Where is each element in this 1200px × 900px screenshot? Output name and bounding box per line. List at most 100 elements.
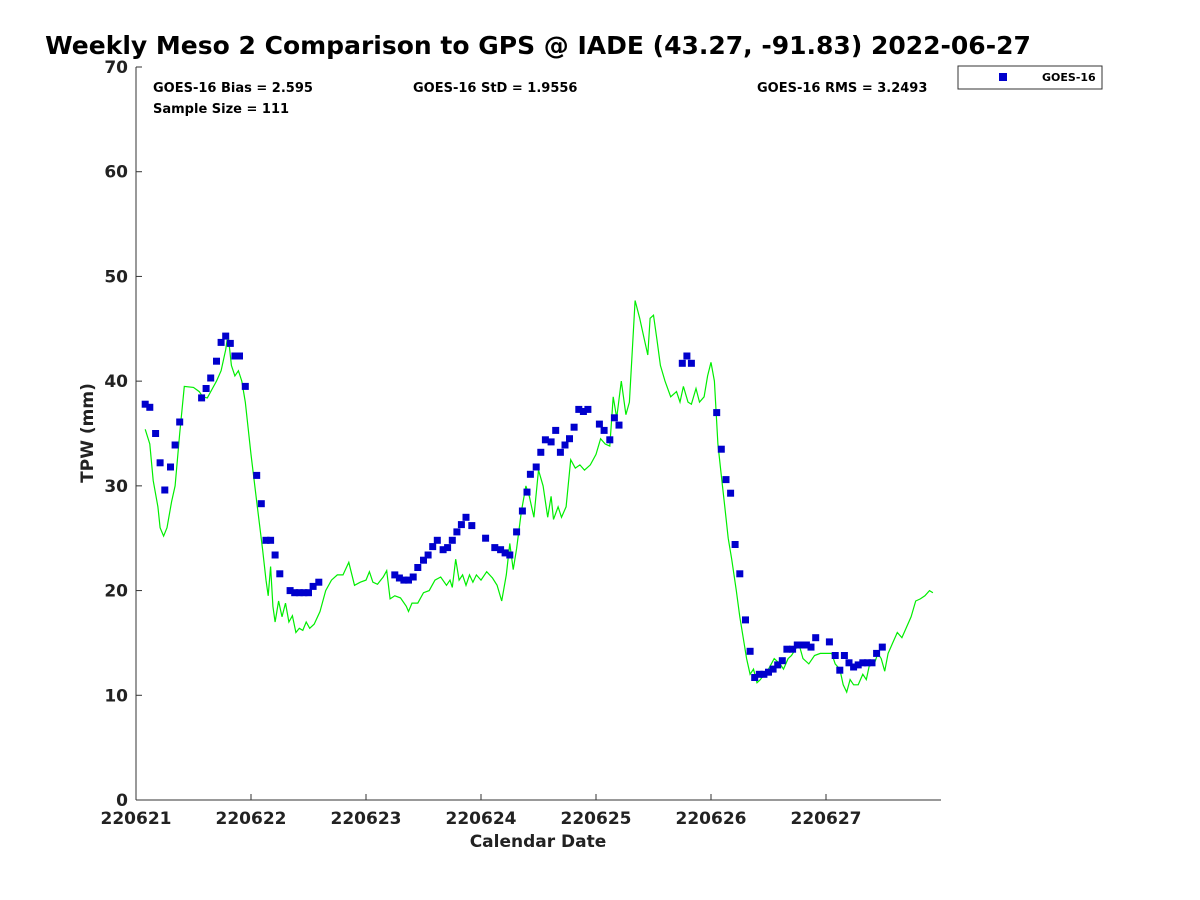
goes16-point [267,536,275,544]
goes16-point [595,420,603,428]
goes16-point [226,339,234,347]
goes16-point [433,536,441,544]
goes16-point [812,634,820,642]
goes16-point [570,423,578,431]
goes16-point [161,486,169,494]
goes16-point [444,544,452,552]
goes16-point [561,441,569,449]
y-tick-label: 20 [104,582,128,602]
goes16-point [742,616,749,624]
goes16-point [778,657,786,665]
goes16-point [262,536,270,544]
chart-title: Weekly Meso 2 Comparison to GPS @ IADE (… [45,31,1031,60]
goes16-point [717,445,725,453]
goes16-point [825,638,833,646]
goes16-point [873,649,881,657]
goes16-point [678,359,686,367]
x-tick-label: 220622 [216,809,287,829]
goes16-point [305,589,312,597]
goes16-point [462,513,470,521]
goes16-point [146,403,154,411]
goes16-point [727,489,735,497]
stat-bias: GOES-16 Bias = 2.595 [153,81,313,96]
goes16-point [241,382,249,390]
x-tick-label: 220624 [446,809,517,829]
goes16-point [276,570,284,578]
goes16-point [222,332,230,340]
goes16-point [615,421,623,429]
goes16-point [217,338,225,346]
legend-entry-goes16: GOES-16 [1042,71,1096,84]
goes16-point [167,463,174,471]
y-axis-label: TPW (mm) [78,383,98,483]
goes16-point [468,522,476,530]
goes16-point [606,436,614,444]
goes16-point [152,430,160,437]
goes16-point [793,641,801,649]
goes16-point [868,659,876,667]
goes16-point [424,551,432,559]
legend-marker-goes16 [999,73,1007,81]
goes16-point [802,641,810,649]
goes16-point [207,374,215,382]
goes16-point [731,541,739,548]
goes16-point [176,418,184,426]
goes16-point [409,573,417,581]
goes16-point [257,500,265,508]
goes16-point [774,661,782,669]
goes16-point [309,582,317,590]
x-tick-label: 220626 [676,809,747,829]
goes16-point [751,674,759,681]
goes16-point [736,570,744,578]
goes16-point [863,659,871,667]
goes16-point [760,670,768,678]
goes16-point [482,534,490,542]
x-tick-label: 220623 [331,809,402,829]
goes16-points [141,332,886,681]
goes16-point [231,352,239,360]
goes16-point [202,385,210,392]
goes16-point [236,352,243,360]
goes16-point [198,394,206,402]
goes16-point [532,463,540,471]
goes16-point [541,436,549,444]
goes16-point [746,647,754,655]
stat-rms: GOES-16 RMS = 3.2493 [757,81,927,96]
legend: GOES-16 [957,65,1103,90]
goes16-point [420,556,427,564]
goes16-point [600,426,608,434]
y-axis-ticks: 0 10 20 30 40 50 60 70 [104,58,142,811]
goes16-point [807,643,815,651]
goes16-point [547,438,555,446]
goes16-point [405,576,412,584]
goes16-point [457,521,465,529]
goes16-point [755,670,763,678]
goes16-point [271,551,279,559]
goes16-point [552,426,560,434]
goes16-point [429,543,437,551]
goes16-point [491,544,499,552]
y-tick-label: 40 [104,372,128,392]
stat-std: GOES-16 StD = 1.9556 [413,81,577,96]
x-axis-ticks: 220621 220622 220623 220624 220625 220626 2206… [101,794,862,829]
goes16-point [845,659,853,667]
goes16-point [518,507,526,515]
y-tick-label: 0 [116,791,128,811]
y-tick-label: 70 [104,58,128,78]
goes16-point [789,645,797,653]
goes16-point [683,352,691,360]
goes16-point [414,564,422,571]
goes16-point [506,551,514,559]
goes16-point [831,652,839,659]
goes16-point [713,409,721,417]
stat-sample-size: Sample Size = 111 [153,102,289,117]
goes16-point [859,659,867,667]
y-tick-label: 50 [104,267,128,287]
goes16-point [286,587,294,595]
goes16-point [395,574,403,582]
x-tick-label: 220627 [791,809,862,829]
plot-frame [135,67,941,801]
goes16-point [400,576,408,584]
y-tick-label: 30 [104,477,128,497]
goes16-point [141,400,149,408]
